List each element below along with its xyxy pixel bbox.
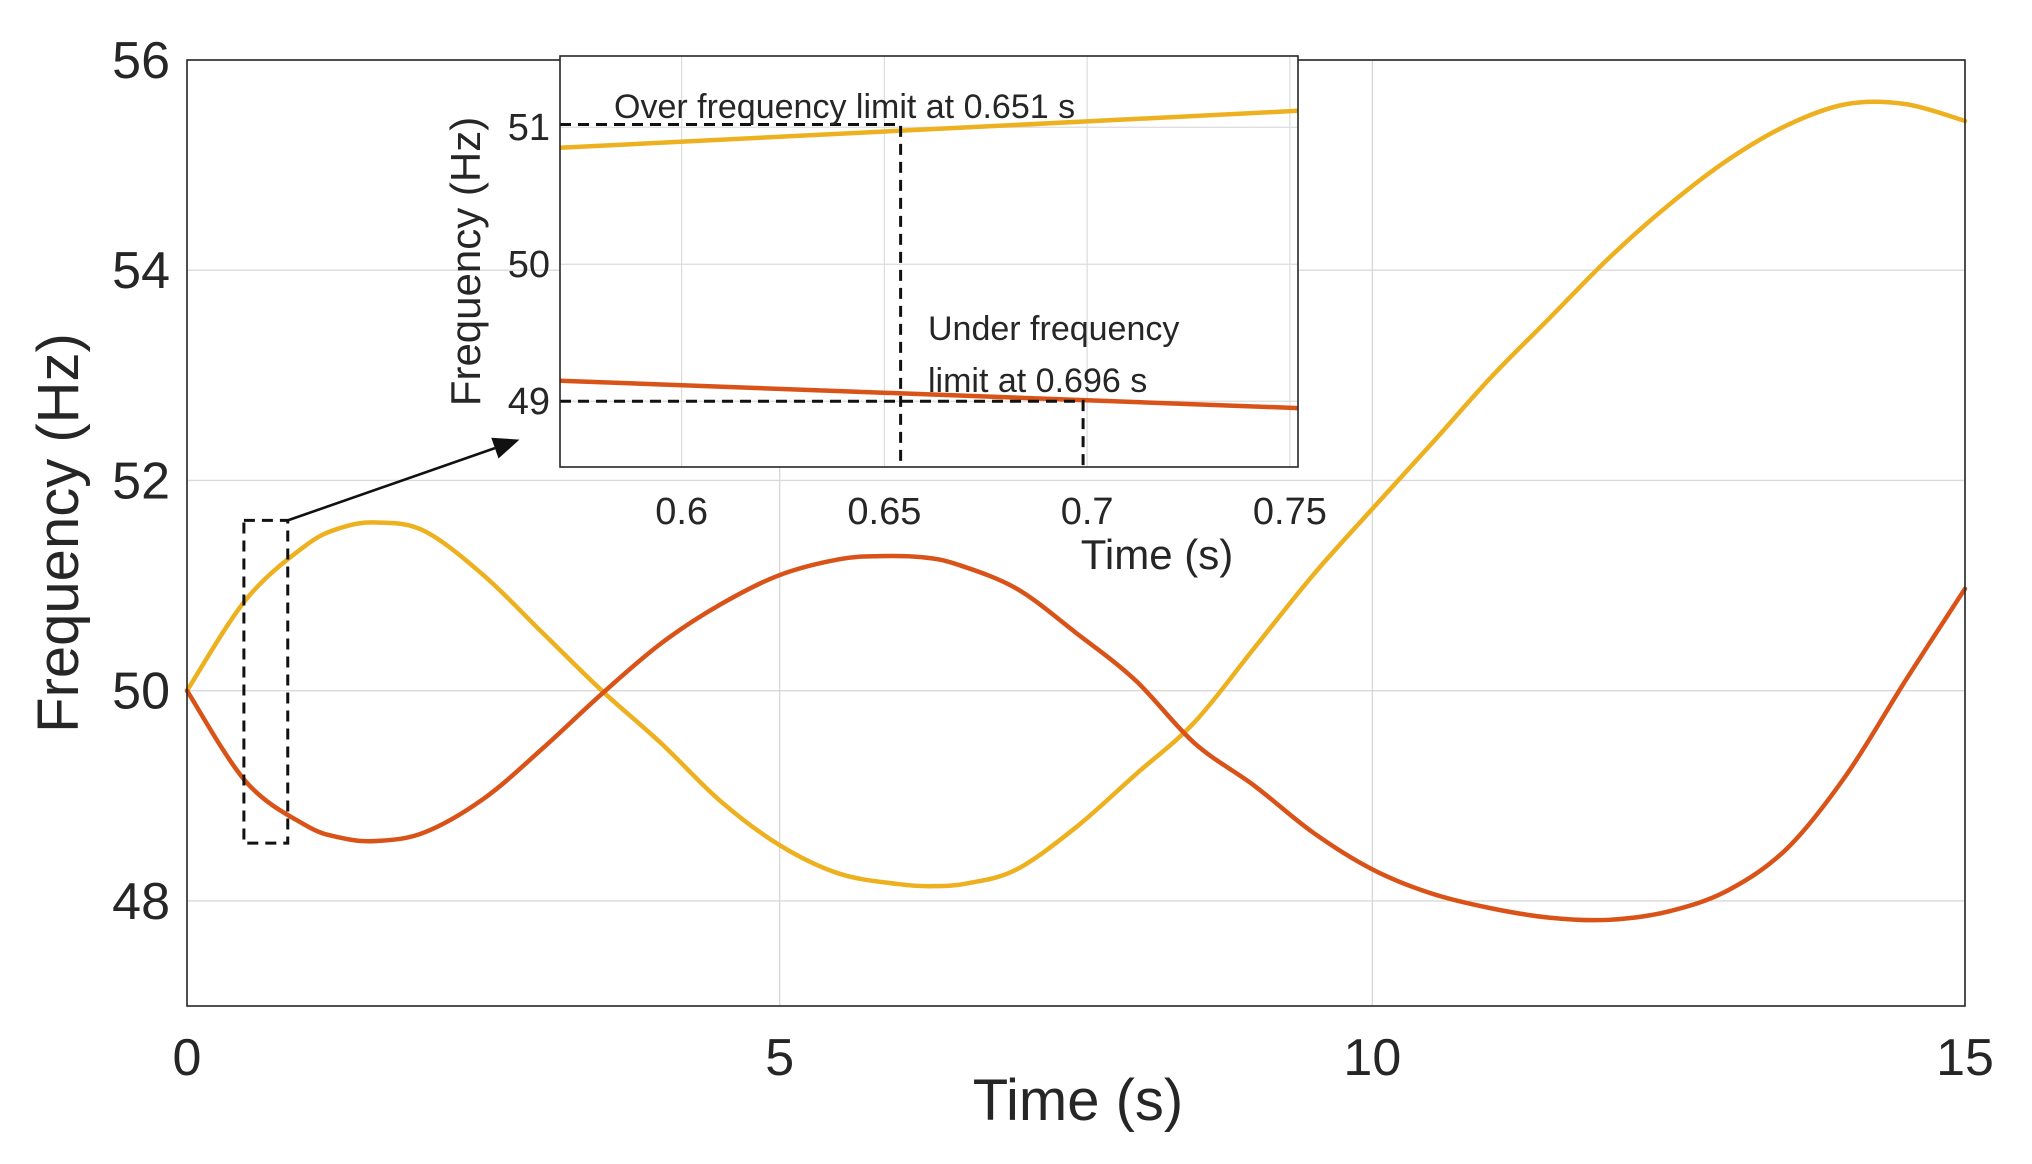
inset-y-axis-label: Frequency (Hz) [442,117,489,406]
main-series-line-under-frequency [184,553,1968,923]
main-x-tick-label: 10 [1343,1029,1401,1087]
under-frequency-annotation-line-2: limit at 0.696 s [928,362,1147,400]
main-tick-labels: 0 5 10 15 48 50 52 54 56 [112,32,1994,1087]
over-frequency-crossing-guide [560,123,903,467]
inset-axes: 0.6 0.65 0.7 0.75 49 50 51 Time (s) Frequency … [442,55,1327,578]
under-frequency-crossing-guide [560,399,1085,467]
inset-y-tick-label: 49 [508,381,550,423]
main-y-tick-label: 48 [112,873,170,931]
main-x-tick-label: 15 [1936,1029,1994,1087]
zoom-arrow-shaft [287,446,496,522]
main-y-tick-label: 52 [112,452,170,510]
inset-series [559,108,1299,411]
under-frequency-annotation-line-1: Under frequency [928,310,1179,348]
main-x-axis-label: Time (s) [973,1068,1183,1133]
inset-annotations [560,123,1085,467]
inset-x-tick-label: 0.75 [1253,491,1327,533]
main-series-line-over-frequency [184,99,1968,889]
inset-y-tick-label: 51 [508,107,550,149]
main-y-axis-label: Frequency (Hz) [26,333,91,733]
over-frequency-annotation: Over frequency limit at 0.651 s [614,88,1075,126]
inset-series-line-under-frequency [559,378,1299,411]
zoom-arrow-head [491,437,520,459]
inset-x-tick-label: 0.65 [847,491,921,533]
inset-background [560,56,1298,467]
inset-y-tick-label: 50 [508,244,550,286]
inset-tick-labels: 0.6 0.65 0.7 0.75 49 50 51 [508,107,1327,533]
main-x-tick-label: 0 [173,1029,202,1087]
inset-x-axis-label: Time (s) [1081,531,1233,578]
main-y-tick-label: 50 [112,663,170,721]
main-series [184,99,1968,923]
main-axes: 0 5 10 15 48 50 52 54 56 Time (s) Frequency (Hz) [26,32,1994,1133]
inset-x-tick-label: 0.7 [1061,491,1114,533]
main-y-tick-label: 56 [112,32,170,90]
inset-plot-frame [559,55,1299,468]
main-x-tick-label: 5 [765,1029,794,1087]
main-y-tick-label: 54 [112,242,170,300]
main-annotations [242,437,520,845]
inset-x-tick-label: 0.6 [655,491,708,533]
inset-series-line-over-frequency [559,108,1299,151]
zoom-region-box [242,518,290,845]
